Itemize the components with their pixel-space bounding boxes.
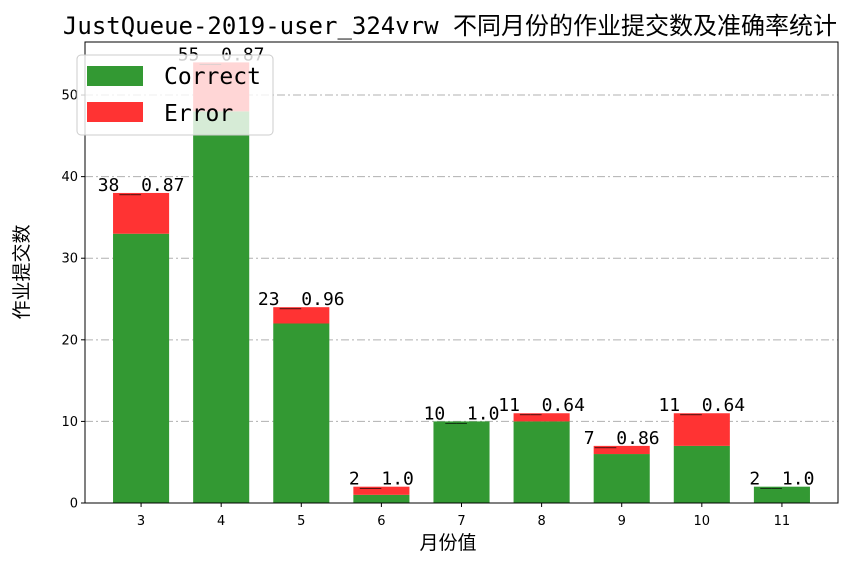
data-label-6: 2__1.0 xyxy=(349,469,414,490)
bar-correct-4 xyxy=(193,111,250,504)
legend-swatch-correct xyxy=(87,66,143,86)
x-tick-label: 10 xyxy=(694,514,711,529)
bar-correct-10 xyxy=(673,445,730,503)
x-tick-label: 3 xyxy=(137,514,145,529)
x-tick-label: 11 xyxy=(774,514,791,529)
bar-correct-7 xyxy=(433,421,490,503)
bar-error-5 xyxy=(273,307,330,324)
bar-error-10 xyxy=(673,413,730,446)
legend: Correct Error xyxy=(76,54,274,136)
data-label-5: 23__0.96 xyxy=(258,289,345,310)
bar-correct-11 xyxy=(753,486,810,503)
bar-error-9 xyxy=(593,445,650,455)
bar-correct-8 xyxy=(513,421,570,503)
bar-error-8 xyxy=(513,413,570,422)
bar-correct-6 xyxy=(353,494,410,503)
bar-error-6 xyxy=(353,486,410,495)
y-tick-label: 40 xyxy=(61,170,78,185)
y-tick-label: 30 xyxy=(61,252,78,267)
x-axis: 3 4 5 6 7 8 9 10 11 xyxy=(137,503,790,529)
bar-correct-9 xyxy=(593,454,650,503)
y-tick-label: 0 xyxy=(70,497,78,512)
legend-label-correct: Correct xyxy=(164,64,261,90)
x-tick-label: 5 xyxy=(297,514,305,529)
y-tick-label: 10 xyxy=(61,415,78,430)
data-label-7: 10__1.0 xyxy=(424,403,500,424)
data-label-8: 11__0.64 xyxy=(498,395,585,416)
x-tick-label: 4 xyxy=(217,514,225,529)
legend-label-error: Error xyxy=(164,101,233,127)
y-tick-label: 20 xyxy=(61,333,78,348)
x-tick-label: 8 xyxy=(537,514,545,529)
bar-correct-5 xyxy=(273,323,330,503)
x-axis-label: 月份值 xyxy=(419,532,476,554)
x-tick-label: 6 xyxy=(377,514,385,529)
data-labels: 38__0.8755__0.8723__0.962__1.010__1.011_… xyxy=(98,44,815,489)
bar-error-3 xyxy=(113,192,170,234)
y-axis-label: 作业提交数 xyxy=(11,224,33,319)
bar-correct-3 xyxy=(113,233,170,504)
chart-title: JustQueue-2019-user_324vrw 不同月份的作业提交数及准确… xyxy=(63,12,837,40)
data-label-11: 2__1.0 xyxy=(749,469,814,490)
legend-swatch-error xyxy=(87,102,143,122)
data-label-3: 38__0.87 xyxy=(98,175,185,196)
y-tick-label: 50 xyxy=(61,89,78,104)
y-axis: 0 10 20 30 40 50 xyxy=(61,89,85,512)
data-label-9: 7__0.86 xyxy=(584,428,660,449)
x-tick-label: 7 xyxy=(457,514,465,529)
data-label-10: 11__0.64 xyxy=(658,395,745,416)
x-tick-label: 9 xyxy=(618,514,626,529)
